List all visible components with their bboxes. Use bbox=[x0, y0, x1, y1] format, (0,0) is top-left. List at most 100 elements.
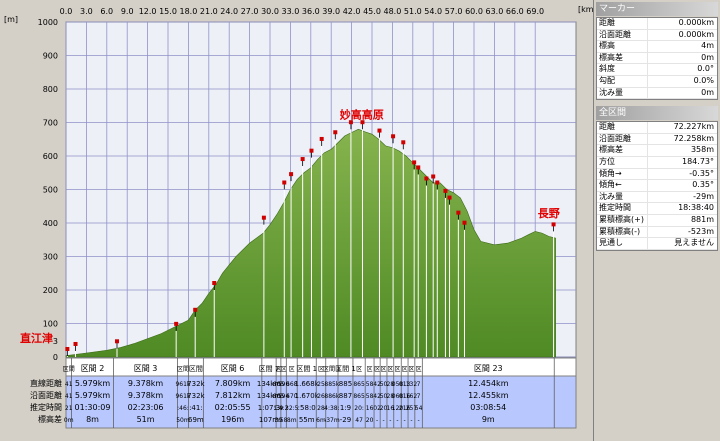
section-value: 668 bbox=[286, 381, 298, 388]
marker-flag bbox=[115, 339, 119, 344]
section-marker bbox=[333, 130, 338, 140]
section-value: 41 bbox=[65, 381, 73, 388]
section-label: 区 bbox=[402, 366, 408, 373]
row-label: 推定時間 bbox=[30, 402, 62, 412]
info-row: 標高差 358m bbox=[597, 145, 717, 157]
section-marker bbox=[551, 222, 556, 232]
info-row: 距離 0.000km bbox=[597, 18, 717, 30]
section-value: 594 bbox=[278, 393, 290, 400]
marker-flag bbox=[212, 281, 217, 285]
section-value: 107m bbox=[259, 416, 279, 424]
info-key: 斜度 bbox=[597, 64, 648, 75]
info-key: 標高 bbox=[597, 41, 648, 52]
marker-flag bbox=[348, 120, 353, 125]
info-key: 累積標高(+) bbox=[597, 214, 648, 226]
section-value: 42 bbox=[373, 381, 381, 388]
section-value: 20: bbox=[354, 405, 364, 412]
section-value: 1:9 bbox=[274, 405, 284, 412]
y-tick-label: 800 bbox=[43, 85, 58, 94]
info-value: 0m bbox=[701, 52, 714, 62]
info-key: 推定時間 bbox=[597, 203, 648, 214]
section-value: 20 bbox=[366, 417, 374, 424]
section-label: 区 bbox=[381, 366, 387, 373]
marker-flag bbox=[391, 134, 396, 139]
info-key: 沈み量 bbox=[597, 191, 648, 203]
y-tick-label: 1000 bbox=[38, 18, 58, 27]
section-marker bbox=[193, 307, 198, 317]
section-marker bbox=[282, 180, 287, 190]
section-label: 区 bbox=[367, 366, 373, 373]
section-value: 5.979km bbox=[75, 379, 111, 388]
marker-flag bbox=[300, 157, 305, 162]
section-value: 02:05:55 bbox=[215, 403, 251, 412]
section-value: 55m bbox=[299, 416, 315, 424]
section-value: 4:2 bbox=[279, 405, 289, 412]
marker-flag bbox=[73, 341, 78, 346]
section-value: 257 bbox=[406, 405, 418, 412]
info-row: 標高 4m bbox=[597, 41, 717, 53]
info-value: 358m bbox=[690, 145, 714, 155]
info-row: 推定時間 18:38:40 bbox=[597, 203, 717, 215]
section-marker bbox=[319, 136, 324, 146]
section-marker bbox=[300, 157, 305, 167]
marker-flag bbox=[65, 346, 70, 351]
section-value: 132 bbox=[406, 381, 418, 388]
section-label: 区間 bbox=[63, 366, 75, 373]
section-divider-lines bbox=[66, 129, 555, 357]
section-marker bbox=[289, 172, 294, 182]
info-row: 累積標高(+) 881m bbox=[597, 214, 717, 227]
info-key: 見通し bbox=[597, 238, 648, 249]
y-axis-unit: [m] bbox=[4, 15, 18, 24]
x-tick-label: 66.0 bbox=[506, 7, 524, 16]
section-value: 41 bbox=[65, 393, 73, 400]
info-key: 累積標高(-) bbox=[597, 226, 648, 238]
section-value: 865 bbox=[353, 381, 365, 388]
x-tick-label: 39.0 bbox=[322, 7, 340, 16]
section-value: 670 bbox=[286, 393, 298, 400]
x-tick-label: 60.0 bbox=[465, 7, 483, 16]
info-row: 沈み量 -29m bbox=[597, 191, 717, 204]
section-marker bbox=[212, 281, 217, 290]
section-value: 6m bbox=[316, 417, 326, 424]
x-tick-label: 45.0 bbox=[363, 7, 381, 16]
section-label: 区間 1 bbox=[335, 365, 356, 373]
section-marker bbox=[424, 176, 429, 186]
x-tick-label: 0.0 bbox=[60, 7, 73, 16]
section-value: :46: bbox=[177, 405, 189, 412]
row-label: 直線距離 bbox=[30, 378, 62, 388]
x-tick-label: 27.0 bbox=[241, 7, 259, 16]
marker-flag bbox=[435, 180, 440, 185]
info-key: 沈み量 bbox=[597, 87, 648, 99]
info-key: 距離 bbox=[597, 18, 648, 29]
section-label: 区間 bbox=[189, 365, 203, 373]
info-row: 沿面距離 0.000km bbox=[597, 29, 717, 42]
info-key: 傾角← bbox=[597, 180, 648, 191]
section-value: 961k bbox=[175, 393, 190, 400]
section-marker bbox=[65, 346, 70, 356]
marker-flag bbox=[456, 210, 461, 215]
y-tick-label: 900 bbox=[43, 52, 58, 61]
all-section-table: 距離 72.227km 沿面距離 72.258km 標高差 358m 方位 184.73° 傾角… bbox=[596, 121, 718, 251]
section-label: 区 bbox=[318, 366, 324, 373]
x-tick-label: 15.0 bbox=[159, 7, 177, 16]
info-value: 0.35° bbox=[692, 180, 714, 190]
section-value: 865 bbox=[353, 393, 365, 400]
place-label: 妙高高原 bbox=[340, 108, 384, 122]
x-tick-labels: 0.0 3.0 6.0 9.0 12.0 15.0 18.0 21.0 24.0 27.0 30.0… bbox=[60, 7, 544, 16]
section-marker bbox=[309, 148, 314, 158]
section-label: 区間 7 bbox=[259, 365, 280, 373]
section-label: 区間 2 bbox=[81, 364, 105, 373]
section-value: 8m bbox=[86, 415, 99, 424]
section-value: 605 bbox=[273, 381, 285, 388]
section-value: 5.979km bbox=[75, 391, 111, 400]
marker-flag bbox=[289, 172, 294, 177]
x-tick-label: 48.0 bbox=[383, 7, 401, 16]
info-value: -523m bbox=[688, 226, 714, 236]
y-tick-label: 300 bbox=[43, 253, 58, 262]
marker-flag bbox=[261, 215, 266, 220]
info-key: 方位 bbox=[597, 156, 648, 168]
section-marker bbox=[447, 195, 452, 205]
section-marker bbox=[462, 220, 467, 230]
